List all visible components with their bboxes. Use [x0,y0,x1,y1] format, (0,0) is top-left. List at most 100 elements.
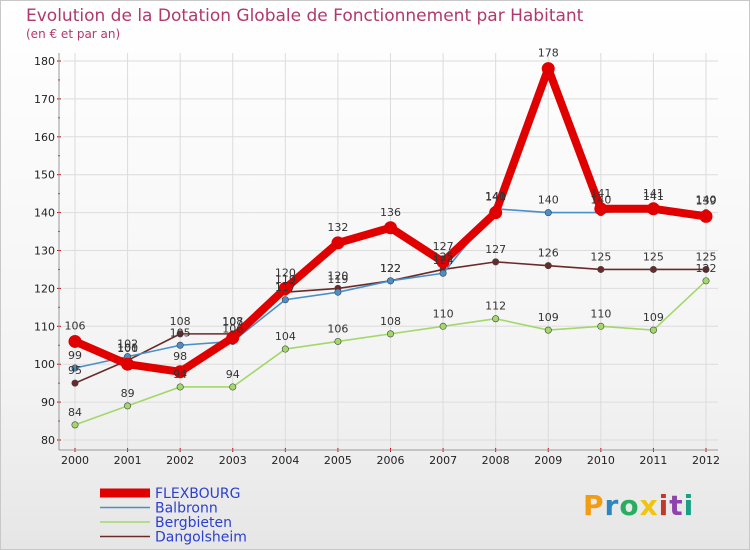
x-tick-label: 2007 [429,454,457,467]
data-point-bergbieten [386,330,394,338]
x-tick-label: 2011 [639,454,667,467]
data-label-dangolsheim: 119 [275,273,296,286]
data-point-bergbieten [597,322,605,330]
data-label-dangolsheim: 108 [170,315,191,328]
x-tick-label: 2009 [534,454,562,467]
series-group [68,62,713,429]
data-point-bergbieten [281,345,289,353]
x-tick-label: 2004 [271,454,299,467]
chart-subtitle: (en € et par an) [26,27,120,41]
data-label-bergbieten: 112 [485,300,506,313]
data-point-bergbieten [439,322,447,330]
data-label-balbronn: 140 [696,194,717,207]
data-label-balbronn: 122 [380,262,401,275]
data-point-flexbourg [436,255,450,269]
data-label-bergbieten: 110 [433,307,454,320]
data-point-flexbourg [331,236,345,250]
data-label-balbronn: 117 [275,281,296,294]
logo-letter: r [604,489,620,522]
data-label-dangolsheim: 126 [538,247,559,260]
data-point-flexbourg [173,365,187,379]
y-tick-label: 80 [41,434,55,447]
logo-letter: i [683,489,695,522]
y-tick-label: 90 [41,396,55,409]
data-point-bergbieten [71,421,79,429]
data-point-balbronn [544,209,552,217]
data-label-bergbieten: 89 [121,387,135,400]
logo-letter: t [669,489,684,522]
data-label-balbronn: 102 [117,338,138,351]
data-point-balbronn [176,341,184,349]
data-label-balbronn: 99 [68,349,82,362]
data-label-dangolsheim: 125 [643,250,664,263]
y-tick-label: 180 [34,55,55,68]
data-point-balbronn [334,288,342,296]
proxiti-logo: Proxiti [583,489,694,522]
data-label-dangolsheim: 127 [485,243,506,256]
data-point-bergbieten [702,277,710,285]
logo-letter: i [658,489,670,522]
data-label-flexbourg: 98 [173,350,187,363]
data-label-bergbieten: 110 [590,307,611,320]
x-tick-label: 2005 [324,454,352,467]
data-point-bergbieten [176,383,184,391]
data-label-dangolsheim: 125 [590,250,611,263]
data-label-flexbourg: 141 [590,187,611,200]
data-label-bergbieten: 109 [643,311,664,324]
data-label-bergbieten: 122 [696,262,717,275]
data-point-bergbieten [334,337,342,345]
legend-label-balbronn: Balbronn [155,501,218,517]
data-label-bergbieten: 94 [226,368,240,381]
data-label-dangolsheim: 125 [433,250,454,263]
data-label-dangolsheim: 122 [380,262,401,275]
data-label-balbronn: 105 [170,326,191,339]
data-point-bergbieten [649,326,657,334]
axes: 80 90 100 110 120 130 140 150 160 170 180 2000 2001 2… [34,53,720,467]
data-point-dangolsheim [544,262,552,270]
data-point-dangolsheim [597,265,605,273]
y-tick-label: 140 [34,207,55,220]
data-point-balbronn [439,269,447,277]
logo-letter: o [619,489,640,522]
data-label-dangolsheim: 125 [696,250,717,263]
data-point-flexbourg [68,334,82,348]
data-label-balbronn: 119 [327,273,348,286]
data-label-bergbieten: 94 [173,368,187,381]
data-label-dangolsheim: 108 [222,315,243,328]
data-point-dangolsheim [702,265,710,273]
data-label-flexbourg: 132 [327,221,348,234]
grid [63,53,718,448]
data-point-balbronn [386,277,394,285]
x-tick-label: 2012 [692,454,720,467]
data-label-bergbieten: 104 [275,330,296,343]
legend-label-dangolsheim: Dangolsheim [155,530,247,546]
data-point-bergbieten [492,315,500,323]
data-label-bergbieten: 108 [380,315,401,328]
data-label-dangolsheim: 95 [68,364,82,377]
data-point-flexbourg [226,331,240,345]
data-point-flexbourg [121,357,135,371]
data-point-dangolsheim [71,379,79,387]
data-label-bergbieten: 109 [538,311,559,324]
data-point-bergbieten [124,402,132,410]
data-point-balbronn [71,364,79,372]
data-label-balbronn: 141 [485,190,506,203]
data-label-balbronn: 106 [222,322,243,335]
y-tick-label: 110 [34,320,55,333]
data-point-flexbourg [278,281,292,295]
y-tick-label: 100 [34,358,55,371]
y-tick-label: 120 [34,282,55,295]
data-point-flexbourg [541,62,555,76]
data-label-bergbieten: 106 [327,322,348,335]
legend-label-flexbourg: FLEXBOURG [155,486,241,502]
data-label-flexbourg: 136 [380,206,401,219]
y-tick-label: 130 [34,245,55,258]
data-label-flexbourg: 107 [222,316,243,329]
data-point-flexbourg [489,206,503,220]
data-label-balbronn: 141 [643,190,664,203]
data-label-flexbourg: 120 [275,266,296,279]
data-point-balbronn [281,296,289,304]
